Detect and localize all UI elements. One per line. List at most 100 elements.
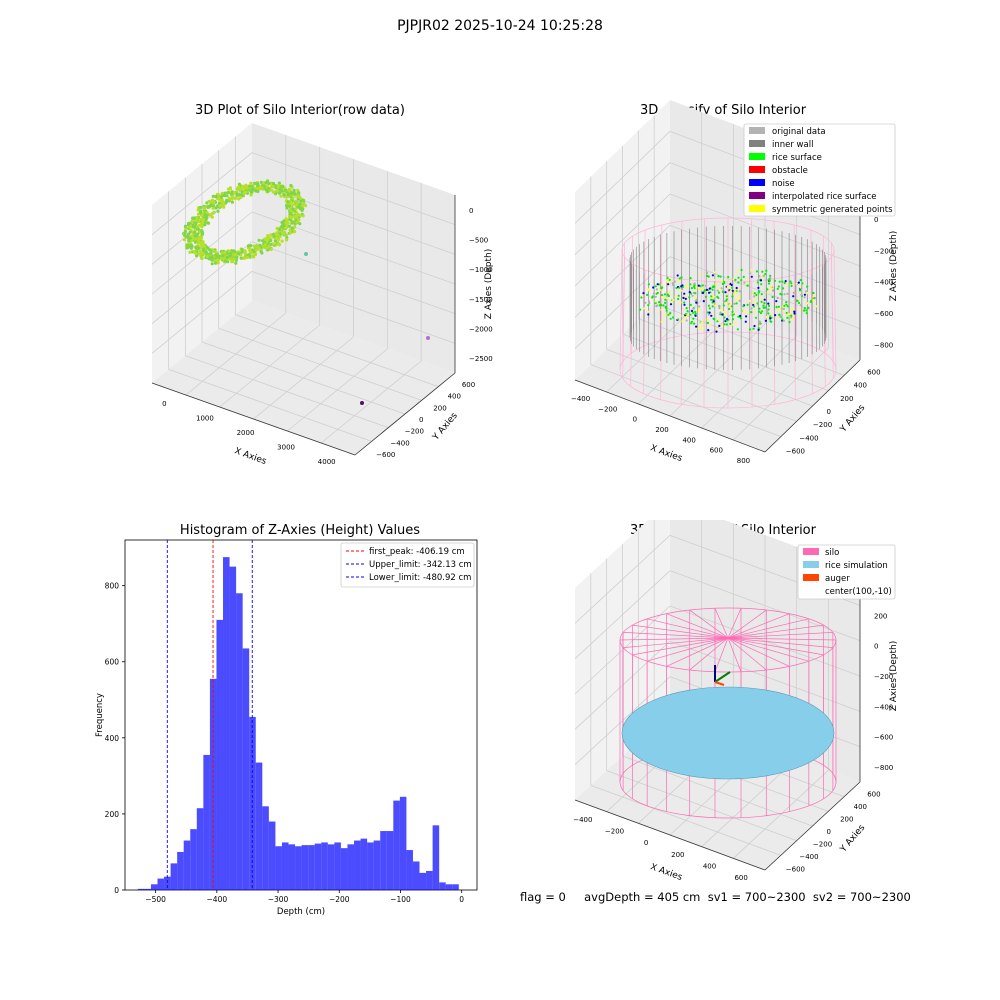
classified-point (731, 310, 734, 313)
classified-point (756, 281, 759, 284)
z-tick-label: −800 (874, 764, 893, 772)
raw-point (268, 239, 273, 243)
silo-roof-line (714, 637, 729, 672)
classified-point (799, 286, 802, 289)
y-tick-label: 600 (462, 381, 475, 389)
silo-strut (833, 249, 837, 371)
raw-point (212, 249, 216, 254)
raw-point (218, 204, 222, 208)
raw-point (269, 188, 273, 192)
raw-point (293, 225, 297, 229)
legend-swatch (803, 561, 819, 568)
classified-point (792, 295, 795, 298)
classified-point (702, 327, 705, 330)
z-axis-label: Z Axies (Depth) (889, 641, 899, 712)
classified-point (735, 302, 738, 305)
histogram-bar (229, 566, 237, 890)
y-tick-label: 200 (840, 395, 853, 403)
z-tick-label: 0 (874, 643, 878, 651)
raw-point (196, 225, 200, 229)
classified-point (762, 304, 765, 307)
x-tick-label: 2000 (237, 429, 255, 437)
classified-point (733, 292, 736, 296)
raw-point (185, 246, 189, 250)
legend-label: auger (825, 574, 850, 584)
raw-point (299, 199, 303, 203)
classified-point (718, 304, 721, 307)
classified-point (751, 291, 754, 294)
raw-point (257, 187, 261, 191)
legend-label: symmetric generated points (772, 205, 893, 215)
classified-point (770, 285, 773, 288)
classified-point (778, 313, 781, 316)
classified-point (767, 312, 770, 315)
classified-point (692, 307, 695, 310)
raw-point (252, 255, 256, 259)
classified-point (734, 291, 737, 294)
classified-point (718, 324, 721, 327)
classified-points (639, 268, 818, 333)
classified-point (690, 292, 693, 295)
raw-point (269, 233, 273, 237)
silo-roof-line (727, 637, 833, 649)
classified-point (686, 313, 689, 317)
raw-point (297, 218, 301, 222)
y-axis-line (764, 359, 861, 453)
classified-point (669, 317, 672, 320)
raw-point (233, 196, 237, 200)
silo-roof-line (623, 637, 729, 649)
classified-point (761, 310, 764, 313)
raw-point (210, 212, 214, 216)
classified-point (785, 303, 788, 306)
raw-point (194, 246, 198, 250)
classified-point (797, 301, 801, 305)
raw-point (227, 196, 231, 200)
silo-roof-line (727, 637, 837, 641)
classified-point (757, 286, 760, 289)
z-axis-label: Z Axies (Depth) (484, 249, 494, 320)
x-tick-label: 0 (644, 839, 648, 847)
classified-point (786, 313, 790, 316)
legend-swatch (749, 179, 765, 186)
classified-point (759, 279, 763, 282)
y-tick-label: −600 (376, 451, 395, 459)
classified-point (689, 303, 692, 306)
classified-point (667, 283, 670, 286)
classified-point (778, 307, 781, 311)
classified-point (661, 295, 664, 299)
raw-point (288, 200, 293, 204)
classified-point (647, 313, 650, 316)
raw-point (209, 200, 213, 204)
classified-point (810, 300, 813, 303)
silo-roof-line (727, 637, 809, 662)
raw-point (256, 245, 260, 249)
raw-point (235, 255, 239, 259)
raw-point (285, 206, 289, 210)
classified-point (746, 303, 749, 306)
classified-point (706, 311, 709, 314)
classified-point (780, 293, 783, 296)
silo-roof-line (689, 609, 729, 639)
classified-point (765, 278, 768, 282)
classified-point (782, 309, 785, 312)
classified-point (683, 292, 686, 295)
raw-point (191, 216, 195, 220)
classified-point (691, 294, 694, 297)
classified-point (718, 288, 721, 291)
classified-point (781, 318, 784, 321)
x-tick-label: 600 (710, 447, 723, 455)
classified-point (705, 288, 708, 291)
classified-point (721, 279, 724, 283)
classified-point (713, 271, 716, 274)
raw-point (248, 247, 252, 251)
classified-point (798, 289, 802, 292)
raw-point (298, 195, 302, 200)
raw-point (222, 205, 226, 209)
classified-point (713, 278, 716, 282)
raw-point (277, 181, 281, 185)
classified-point (790, 282, 793, 285)
raw-point (256, 182, 260, 186)
outlier-point (360, 401, 364, 405)
classified-point (660, 308, 663, 312)
raw-point (298, 202, 302, 206)
